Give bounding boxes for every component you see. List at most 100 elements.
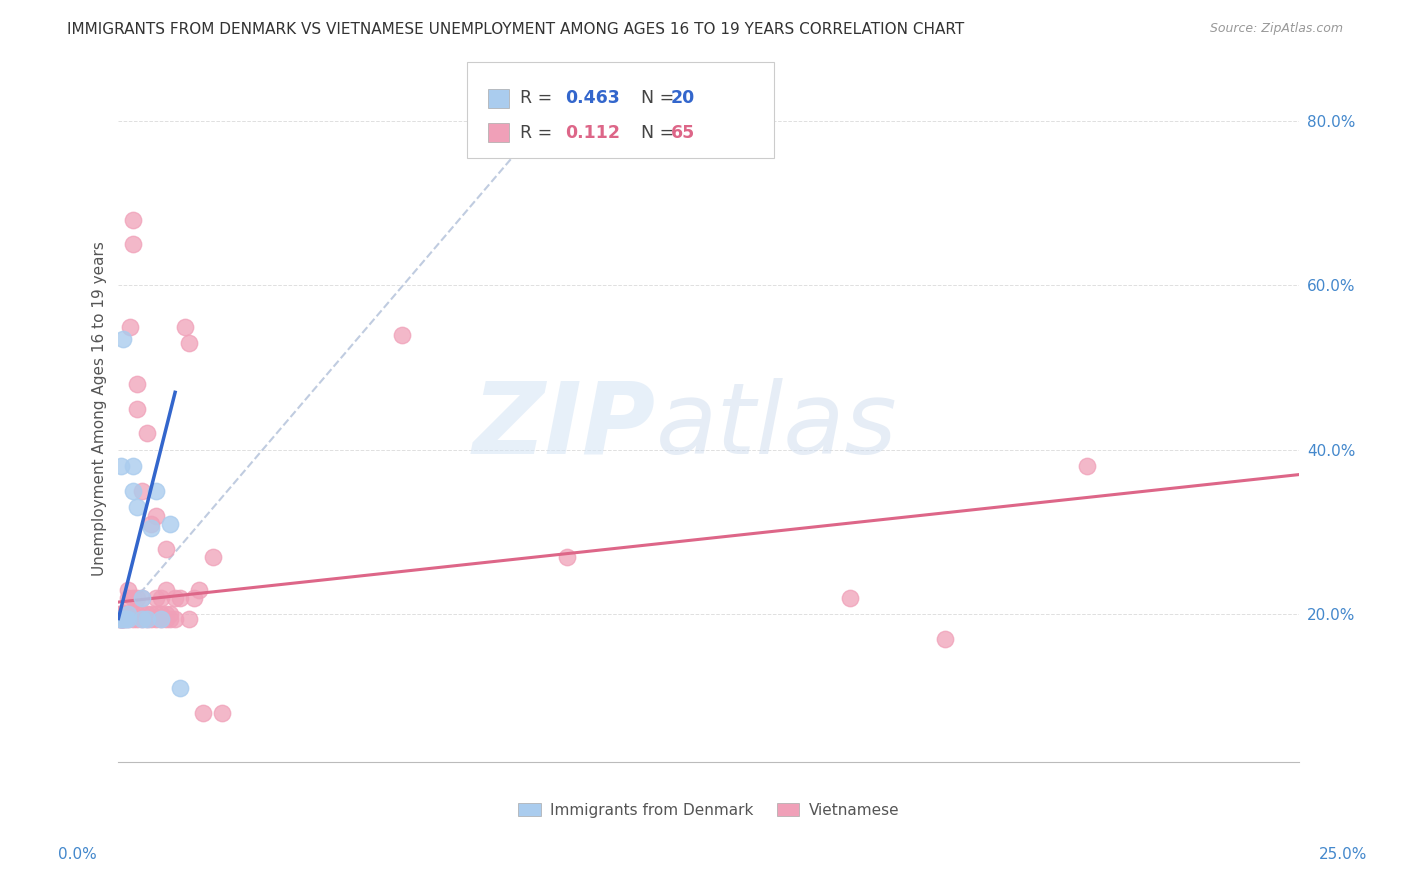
Point — [179, 611, 201, 625]
Text: Source: ZipAtlas.com: Source: ZipAtlas.com — [1209, 22, 1343, 36]
Point — [110, 611, 132, 625]
Point — [135, 611, 157, 625]
Point — [211, 706, 233, 720]
Y-axis label: Unemployment Among Ages 16 to 19 years: Unemployment Among Ages 16 to 19 years — [93, 242, 107, 576]
Point — [117, 611, 139, 625]
Point — [131, 483, 153, 498]
Point — [114, 611, 136, 625]
Point — [114, 607, 136, 622]
Point — [135, 611, 157, 625]
Point — [111, 611, 134, 625]
Point — [183, 591, 205, 605]
Point — [141, 607, 163, 622]
Point — [155, 607, 177, 622]
Point — [131, 591, 153, 605]
Point — [141, 611, 163, 625]
Text: 65: 65 — [671, 124, 695, 142]
Point — [127, 401, 149, 416]
Point — [165, 591, 187, 605]
Point — [121, 611, 143, 625]
Point — [131, 611, 153, 625]
Point — [131, 611, 153, 625]
Point — [159, 607, 181, 622]
Point — [149, 611, 172, 625]
Text: 0.463: 0.463 — [565, 88, 620, 106]
Point — [201, 549, 224, 564]
Point — [108, 611, 131, 625]
Point — [108, 607, 131, 622]
Point — [127, 377, 149, 392]
Point — [117, 611, 139, 625]
Point — [121, 483, 143, 498]
Text: R =: R = — [520, 124, 562, 142]
Point — [111, 607, 134, 622]
Point — [149, 607, 172, 622]
Text: atlas: atlas — [655, 378, 897, 475]
Point — [127, 607, 149, 622]
Point — [112, 607, 135, 622]
Point — [1076, 459, 1098, 474]
Point — [391, 327, 413, 342]
Point — [112, 611, 135, 625]
Point — [155, 611, 177, 625]
Text: 25.0%: 25.0% — [1319, 847, 1367, 862]
Text: ZIP: ZIP — [472, 378, 655, 475]
Point — [155, 541, 177, 556]
Text: N =: N = — [630, 88, 679, 106]
Point — [145, 591, 167, 605]
Point — [149, 611, 172, 625]
Text: R =: R = — [520, 88, 558, 106]
Point — [159, 516, 181, 531]
Point — [108, 611, 131, 625]
Point — [169, 681, 191, 696]
Point — [112, 611, 135, 625]
Point — [145, 483, 167, 498]
Point — [555, 549, 578, 564]
Point — [141, 516, 163, 531]
Point — [121, 607, 143, 622]
Text: N =: N = — [630, 124, 679, 142]
Point — [187, 582, 209, 597]
Point — [179, 336, 201, 351]
Text: 20: 20 — [671, 88, 695, 106]
Point — [169, 591, 191, 605]
Point — [145, 607, 167, 622]
Point — [165, 611, 187, 625]
Point — [121, 591, 143, 605]
Point — [135, 426, 157, 441]
Point — [112, 611, 135, 625]
FancyBboxPatch shape — [488, 123, 509, 142]
Point — [127, 591, 149, 605]
Point — [159, 611, 181, 625]
Point — [117, 591, 139, 605]
Point — [110, 459, 132, 474]
Point — [149, 591, 172, 605]
Point — [145, 611, 167, 625]
Point — [145, 508, 167, 523]
Legend: Immigrants from Denmark, Vietnamese: Immigrants from Denmark, Vietnamese — [510, 795, 907, 825]
Point — [135, 607, 157, 622]
Point — [110, 607, 132, 622]
Text: 0.112: 0.112 — [565, 124, 620, 142]
Text: IMMIGRANTS FROM DENMARK VS VIETNAMESE UNEMPLOYMENT AMONG AGES 16 TO 19 YEARS COR: IMMIGRANTS FROM DENMARK VS VIETNAMESE UN… — [67, 22, 965, 37]
Point — [120, 319, 142, 334]
Point — [127, 611, 149, 625]
Point — [111, 611, 134, 625]
Point — [193, 706, 215, 720]
Text: 0.0%: 0.0% — [58, 847, 97, 862]
Point — [934, 632, 956, 646]
Point — [155, 582, 177, 597]
Point — [121, 212, 143, 227]
Point — [839, 591, 862, 605]
Point — [131, 607, 153, 622]
Point — [110, 611, 132, 625]
Point — [110, 611, 132, 625]
Point — [173, 319, 195, 334]
Point — [121, 459, 143, 474]
Point — [112, 332, 135, 346]
Point — [117, 582, 139, 597]
Point — [121, 237, 143, 252]
Point — [141, 521, 163, 535]
FancyBboxPatch shape — [488, 89, 509, 108]
Point — [117, 607, 139, 622]
